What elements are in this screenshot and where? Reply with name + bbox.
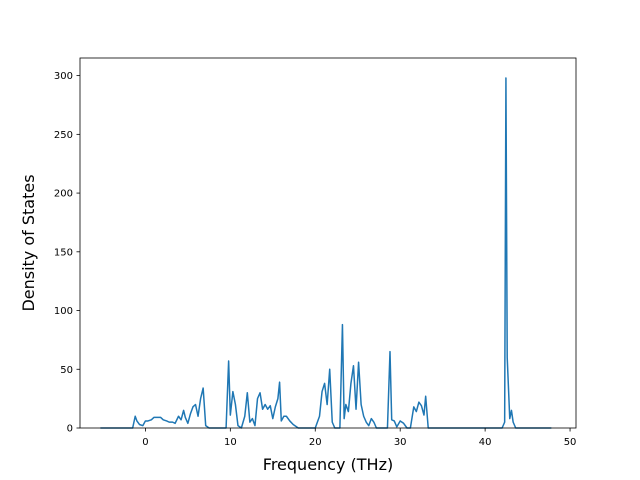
axes-frame xyxy=(79,57,577,429)
dos-series-line xyxy=(100,77,552,429)
y-tick-label: 100 xyxy=(54,306,73,317)
x-axis: 0 10 20 30 40 50 xyxy=(142,428,576,448)
y-tick-label: 300 xyxy=(54,71,73,82)
x-tick-label: 10 xyxy=(224,437,237,448)
x-tick-label: 20 xyxy=(309,437,322,448)
y-tick-label: 250 xyxy=(54,130,73,141)
y-tick-label: 150 xyxy=(54,247,73,258)
x-tick-label: 40 xyxy=(479,437,492,448)
y-tick-label: 200 xyxy=(54,189,73,200)
y-axis: 0 50 100 150 200 250 300 xyxy=(54,71,80,435)
x-axis-label: Frequency (THz) xyxy=(263,455,393,474)
x-tick-label: 0 xyxy=(142,437,148,448)
x-tick-label: 50 xyxy=(564,437,577,448)
x-tick-label: 30 xyxy=(394,437,407,448)
y-tick-label: 0 xyxy=(67,424,73,435)
y-tick-label: 50 xyxy=(60,365,73,376)
y-axis-label: Density of States xyxy=(19,174,38,311)
